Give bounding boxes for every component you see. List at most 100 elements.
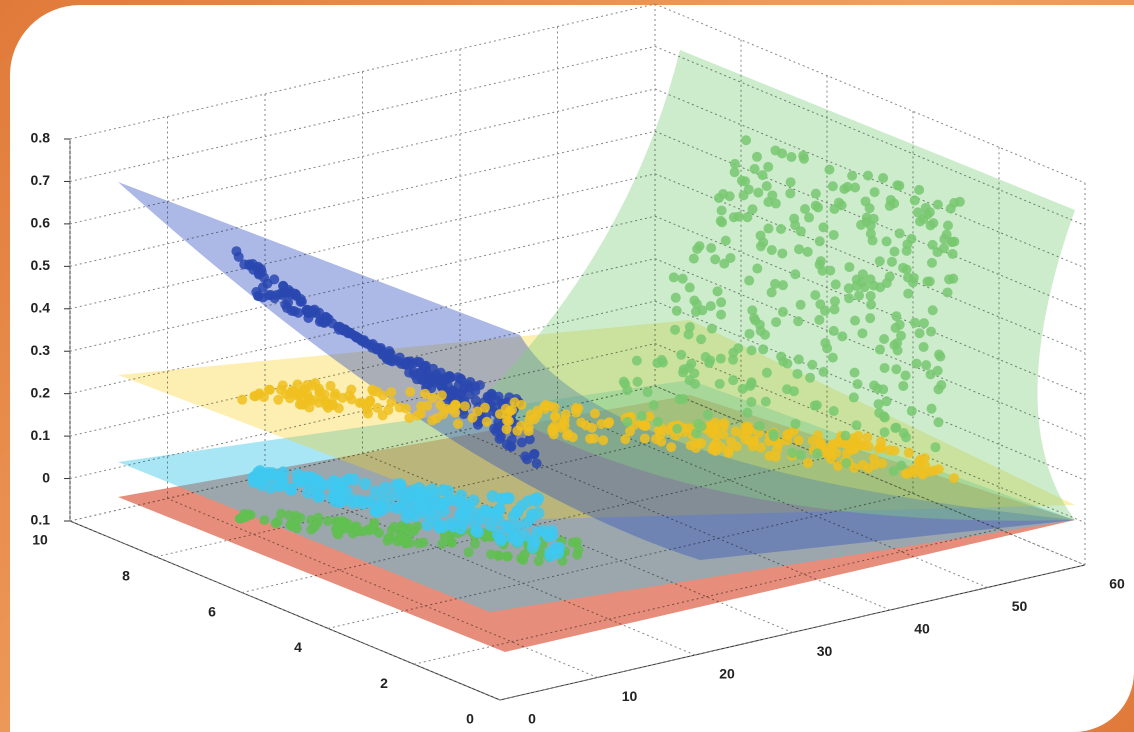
scatter-dot: [549, 402, 560, 413]
scatter-dot: [501, 521, 514, 534]
scatter-dot: [894, 180, 905, 191]
scatter-dot: [891, 311, 902, 322]
scatter-dot: [888, 466, 899, 477]
scatter-dot: [749, 163, 760, 174]
scatter-dot: [900, 468, 911, 479]
scatter-dot: [716, 205, 727, 216]
scatter-dot: [686, 358, 697, 369]
scatter-dot: [691, 437, 702, 448]
scatter-dot: [453, 418, 464, 429]
scatter-dot: [270, 518, 281, 529]
grid-line: [69, 173, 656, 310]
scatter-dot: [939, 234, 950, 245]
scatter-dot: [453, 380, 464, 391]
scatter-dot: [764, 450, 775, 461]
scatter-dot: [894, 228, 905, 239]
scatter-dot: [849, 435, 860, 446]
scatter-dot: [805, 372, 816, 383]
scatter-dot: [798, 150, 809, 161]
scatter-dot: [804, 212, 815, 223]
scatter-dot: [522, 495, 535, 508]
scatter-dot: [233, 251, 244, 262]
scatter-dot: [787, 447, 798, 458]
scatter-dot: [948, 273, 959, 284]
scatter-dot: [280, 389, 291, 400]
scatter-dot: [375, 502, 388, 515]
scatter-dot: [481, 416, 492, 427]
scatter-dot: [491, 528, 504, 541]
scatter-dot: [322, 515, 333, 526]
scatter-dot: [459, 401, 470, 412]
scatter-dot: [807, 359, 818, 370]
scatter-dot: [304, 402, 315, 413]
scatter-dot: [533, 556, 544, 567]
scatter-dot: [586, 422, 597, 433]
scatter-dot: [390, 478, 403, 491]
scatter-dot: [715, 215, 726, 226]
scatter-dot: [379, 481, 392, 494]
scatter-dot: [828, 406, 839, 417]
z-tick-label: 0.5: [31, 257, 51, 273]
scatter-dot: [763, 223, 774, 234]
scatter-dot: [793, 316, 804, 327]
scatter-dot: [542, 528, 555, 541]
scatter-dot: [277, 380, 288, 391]
scatter-dot: [857, 269, 868, 280]
z-tick-label: 0.7: [31, 172, 51, 188]
scatter-dot: [706, 323, 717, 334]
scatter-dot: [744, 381, 755, 392]
y-tick-label: 4: [294, 639, 302, 655]
scatter-dot: [528, 449, 539, 460]
scatter-dot: [811, 400, 822, 411]
scatter-dot: [840, 430, 851, 441]
scatter-dot: [684, 282, 695, 293]
scatter-dot: [757, 170, 768, 181]
scatter-dot: [376, 347, 387, 358]
scatter-dot: [491, 504, 504, 517]
scatter-dot: [278, 280, 289, 291]
scatter-dot: [346, 394, 357, 405]
scatter-dot: [886, 256, 897, 267]
scatter-dot: [248, 264, 259, 275]
scatter-dot: [865, 313, 876, 324]
scatter-dot: [837, 331, 848, 342]
grid-line: [69, 130, 656, 267]
scatter-dot: [470, 524, 483, 537]
scatter-dot: [755, 442, 766, 453]
scatter-dot: [329, 391, 340, 402]
scatter-dot: [731, 441, 742, 452]
scatter-dot: [369, 485, 382, 498]
scatter-dot: [746, 345, 757, 356]
scatter-dot: [760, 396, 771, 407]
scatter-dot: [321, 400, 332, 411]
scatter-dot: [898, 428, 909, 439]
scatter-dot: [747, 204, 758, 215]
scatter-dot: [251, 286, 262, 297]
scatter-dot: [293, 391, 304, 402]
scatter-dot: [786, 151, 797, 162]
scatter-dot: [400, 403, 411, 414]
scatter-dot: [753, 187, 764, 198]
scatter-dot: [843, 283, 854, 294]
scatter-dot: [715, 353, 726, 364]
scatter-dot: [813, 202, 824, 213]
scatter-dot: [776, 351, 787, 362]
scatter-dot: [877, 458, 888, 469]
scatter-dot: [329, 487, 342, 500]
scatter-dot: [444, 390, 455, 401]
scatter-dot: [795, 449, 806, 460]
scatter-dot: [890, 423, 901, 434]
scatter-dot: [314, 387, 325, 398]
scatter-dot: [742, 407, 753, 418]
scatter-dot: [720, 235, 731, 246]
scatter-dot: [740, 176, 751, 187]
scatter-dot: [283, 297, 294, 308]
scatter-dot: [869, 453, 880, 464]
scatter-dot: [815, 256, 826, 267]
scatter-dot: [412, 521, 423, 532]
scatter-dot: [501, 424, 512, 435]
scatter-dot: [773, 438, 784, 449]
scatter-dot: [933, 464, 944, 475]
scatter-dot: [550, 411, 561, 422]
scatter-dot: [259, 514, 270, 525]
